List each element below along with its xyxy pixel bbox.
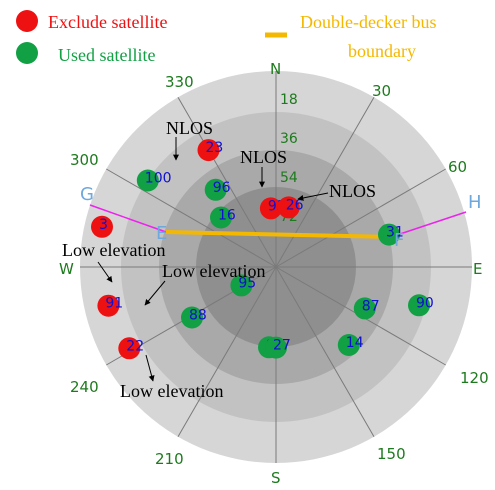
satellite-3-label: 3 <box>99 217 108 233</box>
nlos-label-3: NLOS <box>329 181 376 201</box>
nlos-label-1: NLOS <box>166 118 213 138</box>
azimuth-spoke <box>275 266 375 437</box>
satellite-87-marker <box>353 297 376 320</box>
legend-exclude-marker <box>16 10 38 32</box>
satellite-91-marker <box>97 294 120 317</box>
legend-bus-label-line2: boundary <box>348 41 416 61</box>
satellite-96-label: 96 <box>213 180 231 196</box>
bus-boundary-group <box>89 204 467 239</box>
bus-boundary-line <box>165 230 392 239</box>
elevation-labels: 18 36 54 72 <box>280 92 298 225</box>
satellite-31-label: 31 <box>386 225 404 241</box>
azimuth-spoke <box>177 266 277 437</box>
satellite-27-label: 27 <box>273 338 291 354</box>
south-label: S <box>271 469 281 486</box>
satellite-16-label: 16 <box>218 208 236 224</box>
satellite-31-marker <box>378 223 400 246</box>
satellite-88-marker <box>181 306 203 329</box>
annotations: NLOS NLOS NLOS Low elevation Low elevati… <box>62 118 376 401</box>
azimuth-spoke <box>275 97 375 268</box>
azimuth-spoke <box>275 168 446 268</box>
azimuth-label-300: 300 <box>70 151 99 169</box>
point-labels: G H E F <box>80 184 482 251</box>
azimuth-label-150: 150 <box>377 445 406 463</box>
low-elevation-arrow-3 <box>145 354 155 382</box>
satellite-16-marker <box>210 206 232 229</box>
east-label: E <box>473 260 482 278</box>
satellite-93-marker <box>259 197 282 220</box>
north-label: N <box>270 60 281 78</box>
nlos-arrow-3 <box>297 192 329 201</box>
satellite-26-label: 26 <box>286 197 304 213</box>
satellite-87-label: 87 <box>362 298 380 314</box>
satellite-27-marker <box>265 336 287 359</box>
satellite-100-label: 100 <box>145 171 172 187</box>
satellite-96-marker <box>204 178 227 201</box>
azimuth-label-330: 330 <box>165 73 194 91</box>
low-elevation-arrow-2 <box>144 280 166 306</box>
point-g-label: G <box>80 184 94 205</box>
guide-line-g <box>89 204 167 233</box>
low-elevation-label-1: Low elevation <box>62 240 165 260</box>
satellite-95-label: 95 <box>238 275 256 291</box>
satellites: 2393263912210096163195888790149227 <box>91 139 434 360</box>
satellite-22-marker <box>118 337 141 360</box>
point-h-label: H <box>468 192 482 213</box>
azimuth-spoke <box>177 97 277 268</box>
west-label: W <box>59 260 74 278</box>
azimuth-label-240: 240 <box>70 378 99 396</box>
low-elevation-label-2: Low elevation <box>162 261 265 281</box>
satellite-88-label: 88 <box>189 308 207 324</box>
legend-exclude-label: Exclude satellite <box>48 12 167 32</box>
satellite-14-marker <box>337 334 360 356</box>
azimuth-label-60: 60 <box>448 158 467 176</box>
satellite-3-marker <box>91 215 113 238</box>
satellite-23-marker <box>197 139 220 162</box>
satellite-23-label: 23 <box>206 140 224 156</box>
low-elevation-arrow-1 <box>97 261 113 283</box>
azimuth-label-210: 210 <box>155 450 184 468</box>
satellite-14-label: 14 <box>346 335 364 351</box>
point-e-label: E <box>156 223 167 244</box>
legend-used-label: Used satellite <box>58 45 155 65</box>
satellite-22-label: 22 <box>126 338 144 354</box>
point-f-label: F <box>394 230 404 251</box>
satellite-90-label: 90 <box>416 295 434 311</box>
azimuth-labels: 30 60 120 150 210 240 300 330 <box>70 73 489 468</box>
low-elevation-label-3: Low elevation <box>120 381 223 401</box>
satellite-100-marker <box>136 169 159 192</box>
azimuth-spoke <box>106 168 277 268</box>
legend: Exclude satellite Used satellite Double-… <box>16 10 436 65</box>
elevation-label-18: 18 <box>280 92 298 108</box>
guide-line-h <box>390 211 467 238</box>
elevation-label-36: 36 <box>280 131 298 147</box>
nlos-label-2: NLOS <box>240 147 287 167</box>
satellite-90-marker <box>408 294 430 317</box>
satellite-95-marker <box>230 274 253 297</box>
satellite-26-marker <box>277 196 300 219</box>
azimuth-label-120: 120 <box>460 369 489 387</box>
satellite-91-label: 91 <box>105 296 123 312</box>
legend-used-marker <box>16 42 38 64</box>
legend-bus-label-line1: Double-decker bus <box>300 12 436 32</box>
direction-labels: N E S W <box>59 60 482 487</box>
elevation-label-54: 54 <box>280 170 298 186</box>
azimuth-label-30: 30 <box>372 82 391 100</box>
